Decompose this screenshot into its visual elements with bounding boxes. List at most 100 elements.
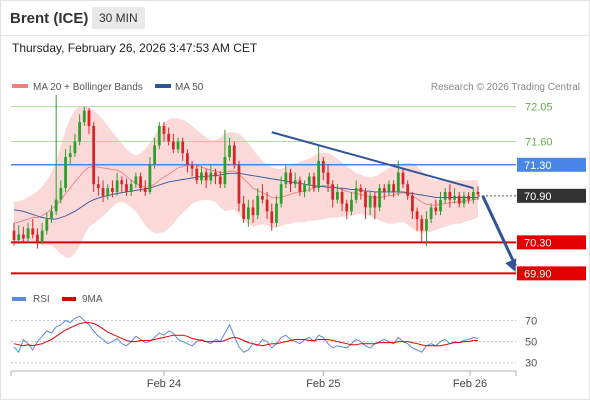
- candle-body: [96, 184, 100, 189]
- candle-body: [321, 160, 325, 173]
- candle-body: [176, 141, 180, 150]
- candle-body: [31, 228, 35, 235]
- resistance-trendline: [271, 131, 474, 190]
- candle-body: [139, 176, 142, 189]
- candle-body: [279, 184, 283, 204]
- candle-body: [415, 211, 419, 220]
- candle-body: [387, 184, 391, 192]
- candle-body: [232, 145, 236, 165]
- candle-body: [115, 180, 119, 192]
- candle-body: [471, 191, 475, 200]
- moving-averages: [13, 164, 479, 224]
- level-label-1: 71.60: [525, 137, 553, 149]
- candle-body: [368, 195, 372, 208]
- timestamp: Thursday, February 26, 2026 3:47:53 AM C…: [12, 41, 258, 55]
- candle-body: [354, 188, 358, 200]
- candle-body: [382, 188, 386, 192]
- level-label-2: 71.30: [524, 160, 552, 172]
- candle-body: [284, 172, 288, 185]
- last-price-tag: [517, 188, 586, 203]
- candle-body: [467, 195, 471, 200]
- candle-body: [26, 228, 30, 239]
- candle-body: [350, 199, 353, 212]
- candle-body: [317, 160, 321, 189]
- rsi-legend: RSI 9MA: [12, 294, 103, 305]
- candle-body: [242, 203, 246, 220]
- candle-body: [462, 195, 466, 204]
- candle-body: [434, 207, 438, 212]
- candle-body: [64, 157, 67, 189]
- candle-body: [448, 191, 452, 200]
- candle-body: [275, 203, 278, 223]
- x-tick-label: Feb 25: [306, 378, 340, 390]
- candle-body: [359, 188, 363, 192]
- ma50-legend-label: MA 50: [175, 82, 204, 93]
- candle-body: [148, 164, 152, 192]
- candle-body: [204, 172, 208, 181]
- candle-body: [195, 168, 199, 181]
- candle-body: [443, 191, 447, 200]
- candle-body: [143, 188, 147, 192]
- candle-body: [331, 184, 335, 200]
- bollinger-band-area: [14, 106, 478, 258]
- candle-body: [326, 172, 330, 185]
- candle-body: [261, 195, 264, 200]
- candle-body: [223, 157, 227, 185]
- instrument-title: Brent (ICE): [10, 10, 89, 27]
- rsi-series-line: [13, 322, 478, 347]
- level-label-5: 69.90: [524, 268, 552, 280]
- ma50-legend-swatch: [155, 84, 171, 88]
- candle-body: [429, 207, 433, 220]
- candle-body: [50, 211, 53, 220]
- x-tick-label: Feb 26: [453, 378, 487, 390]
- candle-body: [82, 110, 86, 123]
- rsi-ma-legend-label: 9MA: [82, 294, 103, 305]
- candle-body: [106, 188, 110, 196]
- candle-body: [129, 184, 133, 192]
- legend: MA 20 + Bollinger Bands MA 50 Research ©…: [12, 82, 580, 93]
- level-tag-2: [517, 157, 586, 172]
- level-tag-4: [517, 235, 586, 250]
- forecast-arrow-shaft: [481, 195, 517, 267]
- header-bar: Brent (ICE) 30 MIN: [0, 0, 590, 36]
- rsi-ma-legend-swatch: [62, 297, 76, 301]
- rsi-series-line: [13, 315, 479, 354]
- trendline: [271, 131, 517, 272]
- candle-body: [289, 172, 292, 185]
- candle-body: [439, 199, 442, 212]
- candlesticks: [12, 95, 480, 249]
- candle-body: [111, 188, 114, 192]
- candle-body: [420, 219, 424, 231]
- candle-body: [246, 207, 250, 220]
- ma50-line: [13, 172, 478, 220]
- ma20-line: [13, 164, 479, 224]
- candle-body: [312, 176, 316, 189]
- candle-body: [17, 234, 21, 241]
- candle-body: [209, 172, 213, 181]
- ma20-legend-label: MA 20 + Bollinger Bands: [33, 82, 143, 93]
- price-labels: 72.05 71.60 71.30 70.90 70.30 69.90: [517, 102, 586, 281]
- candle-body: [364, 191, 367, 208]
- candle-body: [125, 184, 128, 192]
- candle-body: [228, 145, 231, 158]
- candle-body: [36, 234, 39, 243]
- last-price-label: 70.90: [524, 191, 552, 203]
- candle-body: [396, 172, 400, 192]
- x-axis: Feb 24 Feb 25 Feb 26: [10, 370, 517, 390]
- candle-body: [68, 153, 72, 158]
- candle-body: [410, 195, 414, 212]
- level-tag-5: [517, 266, 586, 281]
- timeframe-button[interactable]: 30 MIN: [92, 7, 145, 29]
- key-levels: [11, 106, 516, 275]
- x-tick-label: Feb 24: [147, 378, 181, 390]
- candle-body: [336, 191, 339, 200]
- level-label-0: 72.05: [525, 102, 553, 114]
- level-label-4: 70.30: [524, 237, 552, 249]
- candle-body: [476, 191, 480, 195]
- candle-body: [120, 180, 124, 185]
- rsi-legend-swatch: [12, 297, 26, 301]
- candle-body: [425, 219, 428, 231]
- candle-body: [406, 184, 410, 196]
- candle-body: [270, 211, 274, 223]
- candle-body: [200, 172, 203, 181]
